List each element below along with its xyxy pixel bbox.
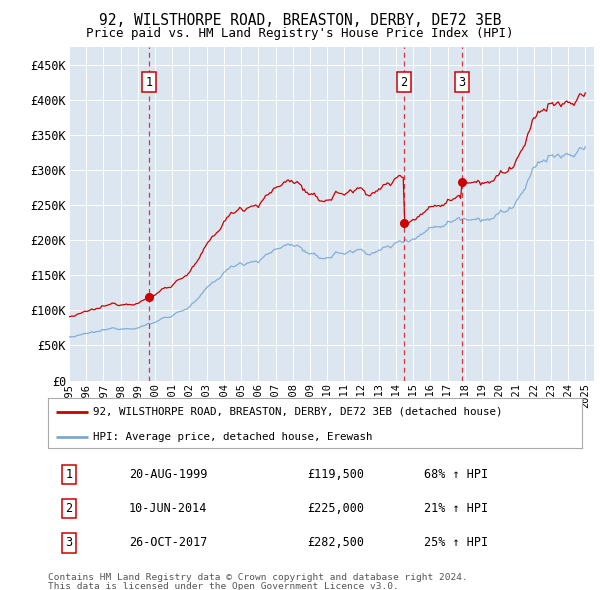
- Text: £119,500: £119,500: [308, 468, 365, 481]
- Text: 3: 3: [65, 536, 73, 549]
- Text: Price paid vs. HM Land Registry's House Price Index (HPI): Price paid vs. HM Land Registry's House …: [86, 27, 514, 40]
- Text: 25% ↑ HPI: 25% ↑ HPI: [424, 536, 488, 549]
- Text: HPI: Average price, detached house, Erewash: HPI: Average price, detached house, Erew…: [94, 432, 373, 442]
- Text: This data is licensed under the Open Government Licence v3.0.: This data is licensed under the Open Gov…: [48, 582, 399, 590]
- Text: 2: 2: [65, 502, 73, 515]
- Text: 26-OCT-2017: 26-OCT-2017: [129, 536, 207, 549]
- Text: 2: 2: [400, 76, 407, 88]
- Text: 1: 1: [145, 76, 152, 88]
- Text: 68% ↑ HPI: 68% ↑ HPI: [424, 468, 488, 481]
- Text: 92, WILSTHORPE ROAD, BREASTON, DERBY, DE72 3EB: 92, WILSTHORPE ROAD, BREASTON, DERBY, DE…: [99, 13, 501, 28]
- Text: 1: 1: [65, 468, 73, 481]
- Text: 3: 3: [458, 76, 466, 88]
- Text: 21% ↑ HPI: 21% ↑ HPI: [424, 502, 488, 515]
- Text: £282,500: £282,500: [308, 536, 365, 549]
- Text: Contains HM Land Registry data © Crown copyright and database right 2024.: Contains HM Land Registry data © Crown c…: [48, 573, 468, 582]
- Text: 92, WILSTHORPE ROAD, BREASTON, DERBY, DE72 3EB (detached house): 92, WILSTHORPE ROAD, BREASTON, DERBY, DE…: [94, 407, 503, 417]
- Text: £225,000: £225,000: [308, 502, 365, 515]
- Text: 10-JUN-2014: 10-JUN-2014: [129, 502, 207, 515]
- Text: 20-AUG-1999: 20-AUG-1999: [129, 468, 207, 481]
